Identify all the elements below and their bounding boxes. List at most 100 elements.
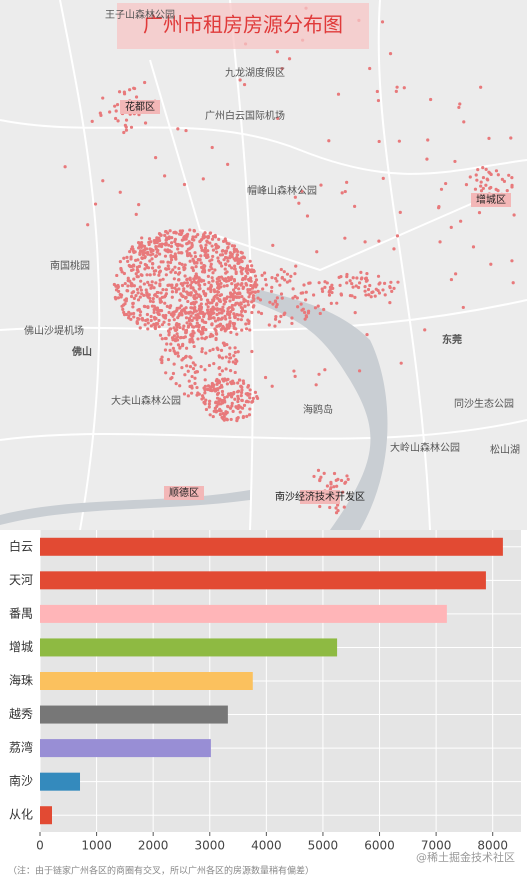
house-dot <box>195 321 199 325</box>
house-dot <box>189 333 193 337</box>
house-dot <box>353 295 357 299</box>
house-dot <box>190 338 194 342</box>
house-dot <box>335 484 339 488</box>
house-dot <box>172 277 176 281</box>
house-dot <box>464 183 469 187</box>
house-dot <box>479 85 483 89</box>
house-dot <box>228 369 233 373</box>
house-dot <box>178 312 182 316</box>
house-dot <box>277 320 282 324</box>
house-dot <box>137 203 141 207</box>
house-dot <box>231 360 235 364</box>
house-dot <box>176 247 180 251</box>
house-dot <box>138 326 142 330</box>
house-dot <box>158 284 162 288</box>
house-dot <box>186 394 190 398</box>
house-dot <box>159 260 163 264</box>
house-dot <box>157 265 161 269</box>
house-dot <box>394 89 398 93</box>
house-dot <box>122 92 127 96</box>
house-dot <box>212 361 216 366</box>
watermark: @稀土掘金技术社区 <box>416 850 515 864</box>
house-dot <box>128 250 132 254</box>
house-dot <box>186 247 191 251</box>
house-dot <box>293 195 297 199</box>
house-dot <box>220 356 225 360</box>
house-dot <box>300 189 304 193</box>
house-dot <box>150 257 154 261</box>
house-dot <box>155 307 160 311</box>
house-dot <box>496 173 500 177</box>
house-dot <box>256 296 260 300</box>
y-tick-label: 增城 <box>9 640 33 654</box>
house-dot <box>303 317 307 321</box>
house-dot <box>319 183 323 187</box>
house-dot <box>227 323 231 327</box>
house-dot <box>118 190 122 194</box>
house-dot <box>329 486 333 490</box>
house-dot <box>203 337 207 341</box>
house-dot <box>270 276 274 280</box>
house-dot <box>198 283 202 288</box>
house-dot <box>293 374 297 378</box>
house-dot <box>204 243 208 247</box>
bar <box>40 772 81 791</box>
house-dot <box>182 182 187 187</box>
x-tick-label: 4000 <box>251 839 282 853</box>
house-dot <box>207 317 211 321</box>
footnote: （注：由于链家广州各区的商圈有交叉，所以广州各区的房源数量稍有偏差） <box>8 865 314 877</box>
house-dot <box>173 239 177 244</box>
house-dot <box>248 407 252 411</box>
house-dot <box>453 159 457 164</box>
house-dot <box>232 312 236 316</box>
house-dot <box>252 269 256 273</box>
house-dot <box>367 293 371 297</box>
house-dot <box>182 324 186 328</box>
house-dot <box>318 504 322 509</box>
house-dot <box>215 382 219 386</box>
x-tick-label: 7000 <box>421 839 452 853</box>
house-dot <box>216 391 221 395</box>
house-dot <box>429 97 433 102</box>
house-dot <box>381 176 385 180</box>
house-dot <box>178 298 182 302</box>
house-dot <box>363 240 367 244</box>
house-dot <box>279 314 283 318</box>
house-dot <box>131 290 136 294</box>
map-title: 广州市租房房源分布图 <box>143 13 343 37</box>
house-dot <box>186 369 190 373</box>
house-dot <box>116 296 121 300</box>
map-label: 松山湖 <box>490 443 520 456</box>
house-dot <box>475 178 479 182</box>
house-dot <box>199 330 203 334</box>
house-dot <box>339 274 343 279</box>
house-dot <box>215 404 219 408</box>
house-dot <box>223 267 227 271</box>
house-dot <box>220 316 224 320</box>
house-dot <box>197 315 202 320</box>
house-dot <box>138 285 142 289</box>
house-dot <box>238 78 242 82</box>
house-dot <box>199 261 203 265</box>
house-dot <box>279 267 283 272</box>
bar <box>40 806 52 825</box>
house-dot <box>153 326 158 331</box>
house-dot <box>297 201 301 205</box>
house-dot <box>481 186 485 191</box>
house-dot <box>262 271 267 275</box>
house-dot <box>185 346 189 350</box>
house-dot <box>240 314 244 318</box>
house-dot <box>166 260 170 264</box>
house-dot <box>188 384 192 389</box>
house-dot <box>194 324 198 328</box>
house-dot <box>473 187 478 191</box>
house-dot <box>223 329 227 333</box>
house-dot <box>164 371 168 375</box>
house-dot <box>210 276 214 280</box>
house-dot <box>178 336 183 340</box>
house-dot <box>225 284 229 288</box>
house-dot <box>224 367 228 371</box>
house-dot <box>158 333 163 337</box>
house-dot <box>137 317 141 321</box>
house-dot <box>202 314 206 319</box>
